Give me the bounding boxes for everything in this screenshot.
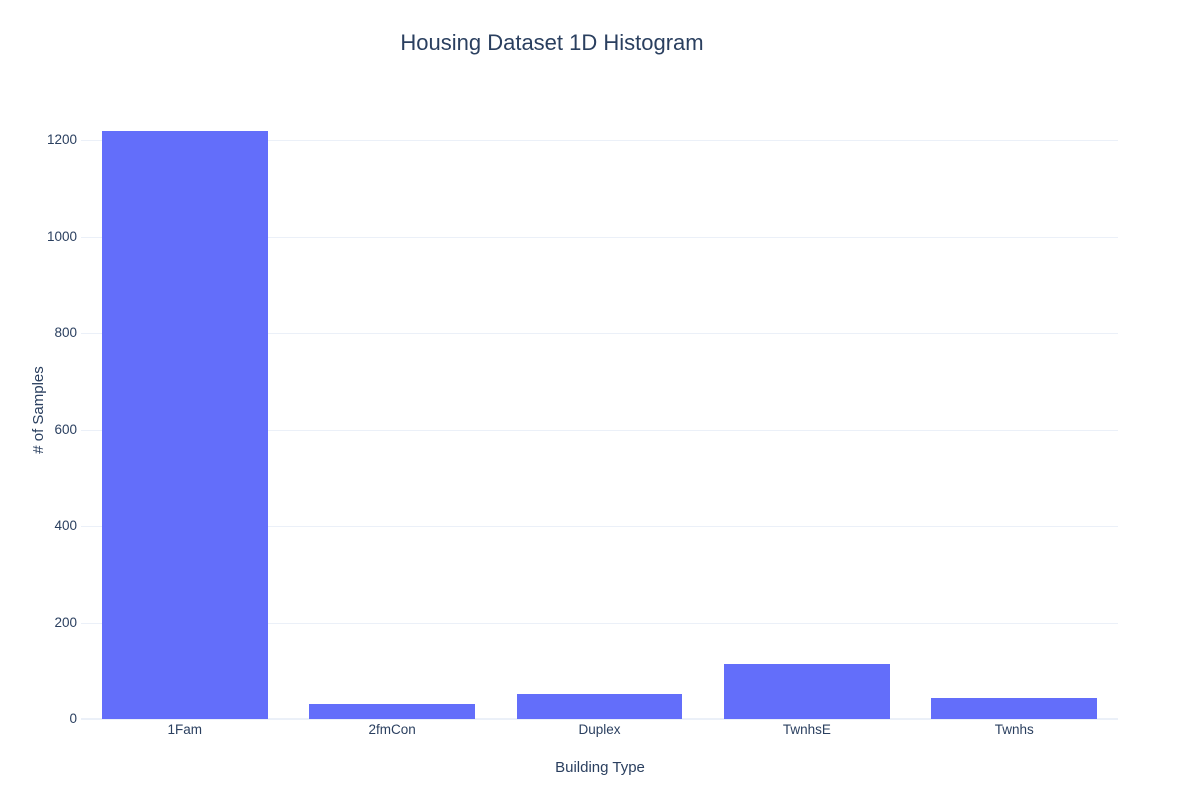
y-tick-label-0: 0: [69, 711, 77, 726]
y-tick-label-800: 800: [54, 325, 77, 341]
x-axis-title: Building Type: [555, 759, 645, 776]
y-axis-title: # of Samples: [30, 366, 47, 454]
zero-line: [81, 718, 1118, 720]
x-tick-label-1Fam: 1Fam: [167, 722, 202, 737]
y-tick-label-400: 400: [54, 518, 77, 534]
gridline-y1200: [81, 140, 1118, 141]
gridline-y600: [81, 430, 1118, 431]
x-tick-label-2fmCon: 2fmCon: [368, 722, 416, 737]
bar-1Fam[interactable]: [101, 130, 268, 719]
bar-2fmCon[interactable]: [309, 704, 476, 719]
y-tick-label-1000: 1000: [46, 228, 77, 244]
gridline-y800: [81, 333, 1118, 334]
gridline-y200: [81, 623, 1118, 624]
plot-area[interactable]: [81, 100, 1118, 720]
bar-TwnhsE[interactable]: [723, 664, 890, 719]
chart-title: Housing Dataset 1D Histogram: [400, 30, 704, 55]
gridline-y1000: [81, 237, 1118, 238]
gridline-y400: [81, 526, 1118, 527]
bar-Twnhs[interactable]: [931, 698, 1098, 719]
x-tick-label-TwnhsE: TwnhsE: [782, 722, 831, 737]
y-tick-label-200: 200: [54, 614, 77, 630]
x-tick-label-Twnhs: Twnhs: [994, 722, 1034, 737]
x-tick-label-Duplex: Duplex: [578, 722, 621, 737]
y-tick-label-1200: 1200: [46, 132, 77, 148]
y-tick-label-600: 600: [54, 421, 77, 437]
bar-Duplex[interactable]: [516, 693, 683, 719]
